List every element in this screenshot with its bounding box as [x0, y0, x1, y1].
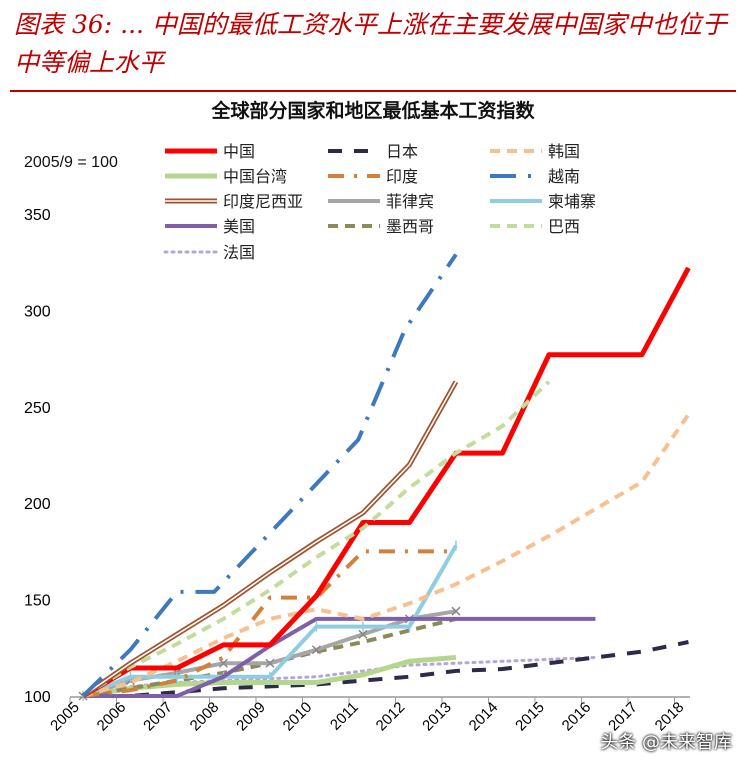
- legend-item: 韩国: [490, 142, 580, 161]
- legend-label: 韩国: [548, 142, 580, 161]
- x-tick-label: 2012: [373, 699, 409, 735]
- x-tick-label: 2006: [94, 699, 130, 735]
- series-line-5: [81, 253, 458, 698]
- legend-label: 墨西哥: [386, 217, 434, 236]
- legend-item: 美国: [165, 217, 255, 236]
- y-tick-label: 100: [24, 689, 51, 706]
- x-tick-label: 2013: [419, 699, 455, 735]
- legend-item: 菲律宾: [328, 192, 434, 211]
- x-tick-label: 2015: [512, 699, 548, 735]
- y-tick-label: 150: [24, 593, 51, 610]
- legend-item: 墨西哥: [328, 217, 434, 236]
- data-point: [358, 629, 368, 639]
- legend-label: 越南: [548, 167, 580, 186]
- legend-item: 印度尼西亚: [165, 192, 303, 211]
- data-point: [265, 658, 275, 668]
- series-line-8: [82, 540, 458, 701]
- x-tick-label: 2007: [140, 699, 176, 735]
- data-point: [311, 645, 321, 655]
- legend-item: 法国: [163, 243, 255, 262]
- legend-label: 印度: [386, 167, 418, 186]
- x-tick-label: 2011: [327, 699, 362, 734]
- legend-item: 巴西: [490, 217, 580, 236]
- series-line-6: [81, 380, 459, 699]
- figure-title: 图表 36: ... 中国的最低工资水平上涨在主要发展中国家中也位于中等偏上水平: [14, 10, 727, 77]
- legend-item: 日本: [328, 142, 418, 161]
- series-line-0: [81, 266, 691, 699]
- series-line-2: [82, 413, 691, 698]
- x-tick-label: 2010: [280, 699, 316, 735]
- y-tick-label: 200: [24, 496, 51, 513]
- x-tick-label: 2005: [47, 699, 83, 735]
- legend-item: 中国: [165, 142, 255, 161]
- x-tick-label: 2008: [187, 699, 223, 735]
- legend-label: 印度尼西亚: [223, 192, 303, 211]
- chart-title: 全球部分国家和地区最低基本工资指数: [211, 100, 535, 122]
- x-tick-label: 2016: [559, 699, 595, 735]
- data-point: [451, 606, 461, 616]
- index-base-note: 2005/9 = 100: [24, 154, 118, 171]
- legend-label: 法国: [223, 243, 255, 262]
- legend-item: 印度: [328, 167, 418, 186]
- legend-label: 柬埔寨: [548, 192, 596, 211]
- x-tick-label: 2009: [233, 699, 269, 735]
- y-tick-label: 350: [24, 207, 51, 224]
- title-divider: [10, 90, 736, 92]
- legend-label: 日本: [386, 142, 418, 161]
- legend-label: 中国台湾: [223, 167, 287, 186]
- x-tick-label: 2014: [466, 699, 502, 735]
- legend-item: 越南: [490, 167, 580, 186]
- legend-item: 中国台湾: [165, 167, 287, 186]
- legend-label: 巴西: [548, 217, 580, 236]
- legend-label: 美国: [223, 217, 255, 236]
- legend-label: 中国: [223, 142, 255, 161]
- legend-label: 菲律宾: [386, 192, 434, 211]
- y-tick-label: 250: [24, 400, 51, 417]
- y-tick-label: 300: [24, 303, 51, 320]
- series-line-11: [81, 380, 551, 698]
- legend-item: 柬埔寨: [490, 192, 596, 211]
- watermark: 头条 @未来智库: [600, 732, 732, 753]
